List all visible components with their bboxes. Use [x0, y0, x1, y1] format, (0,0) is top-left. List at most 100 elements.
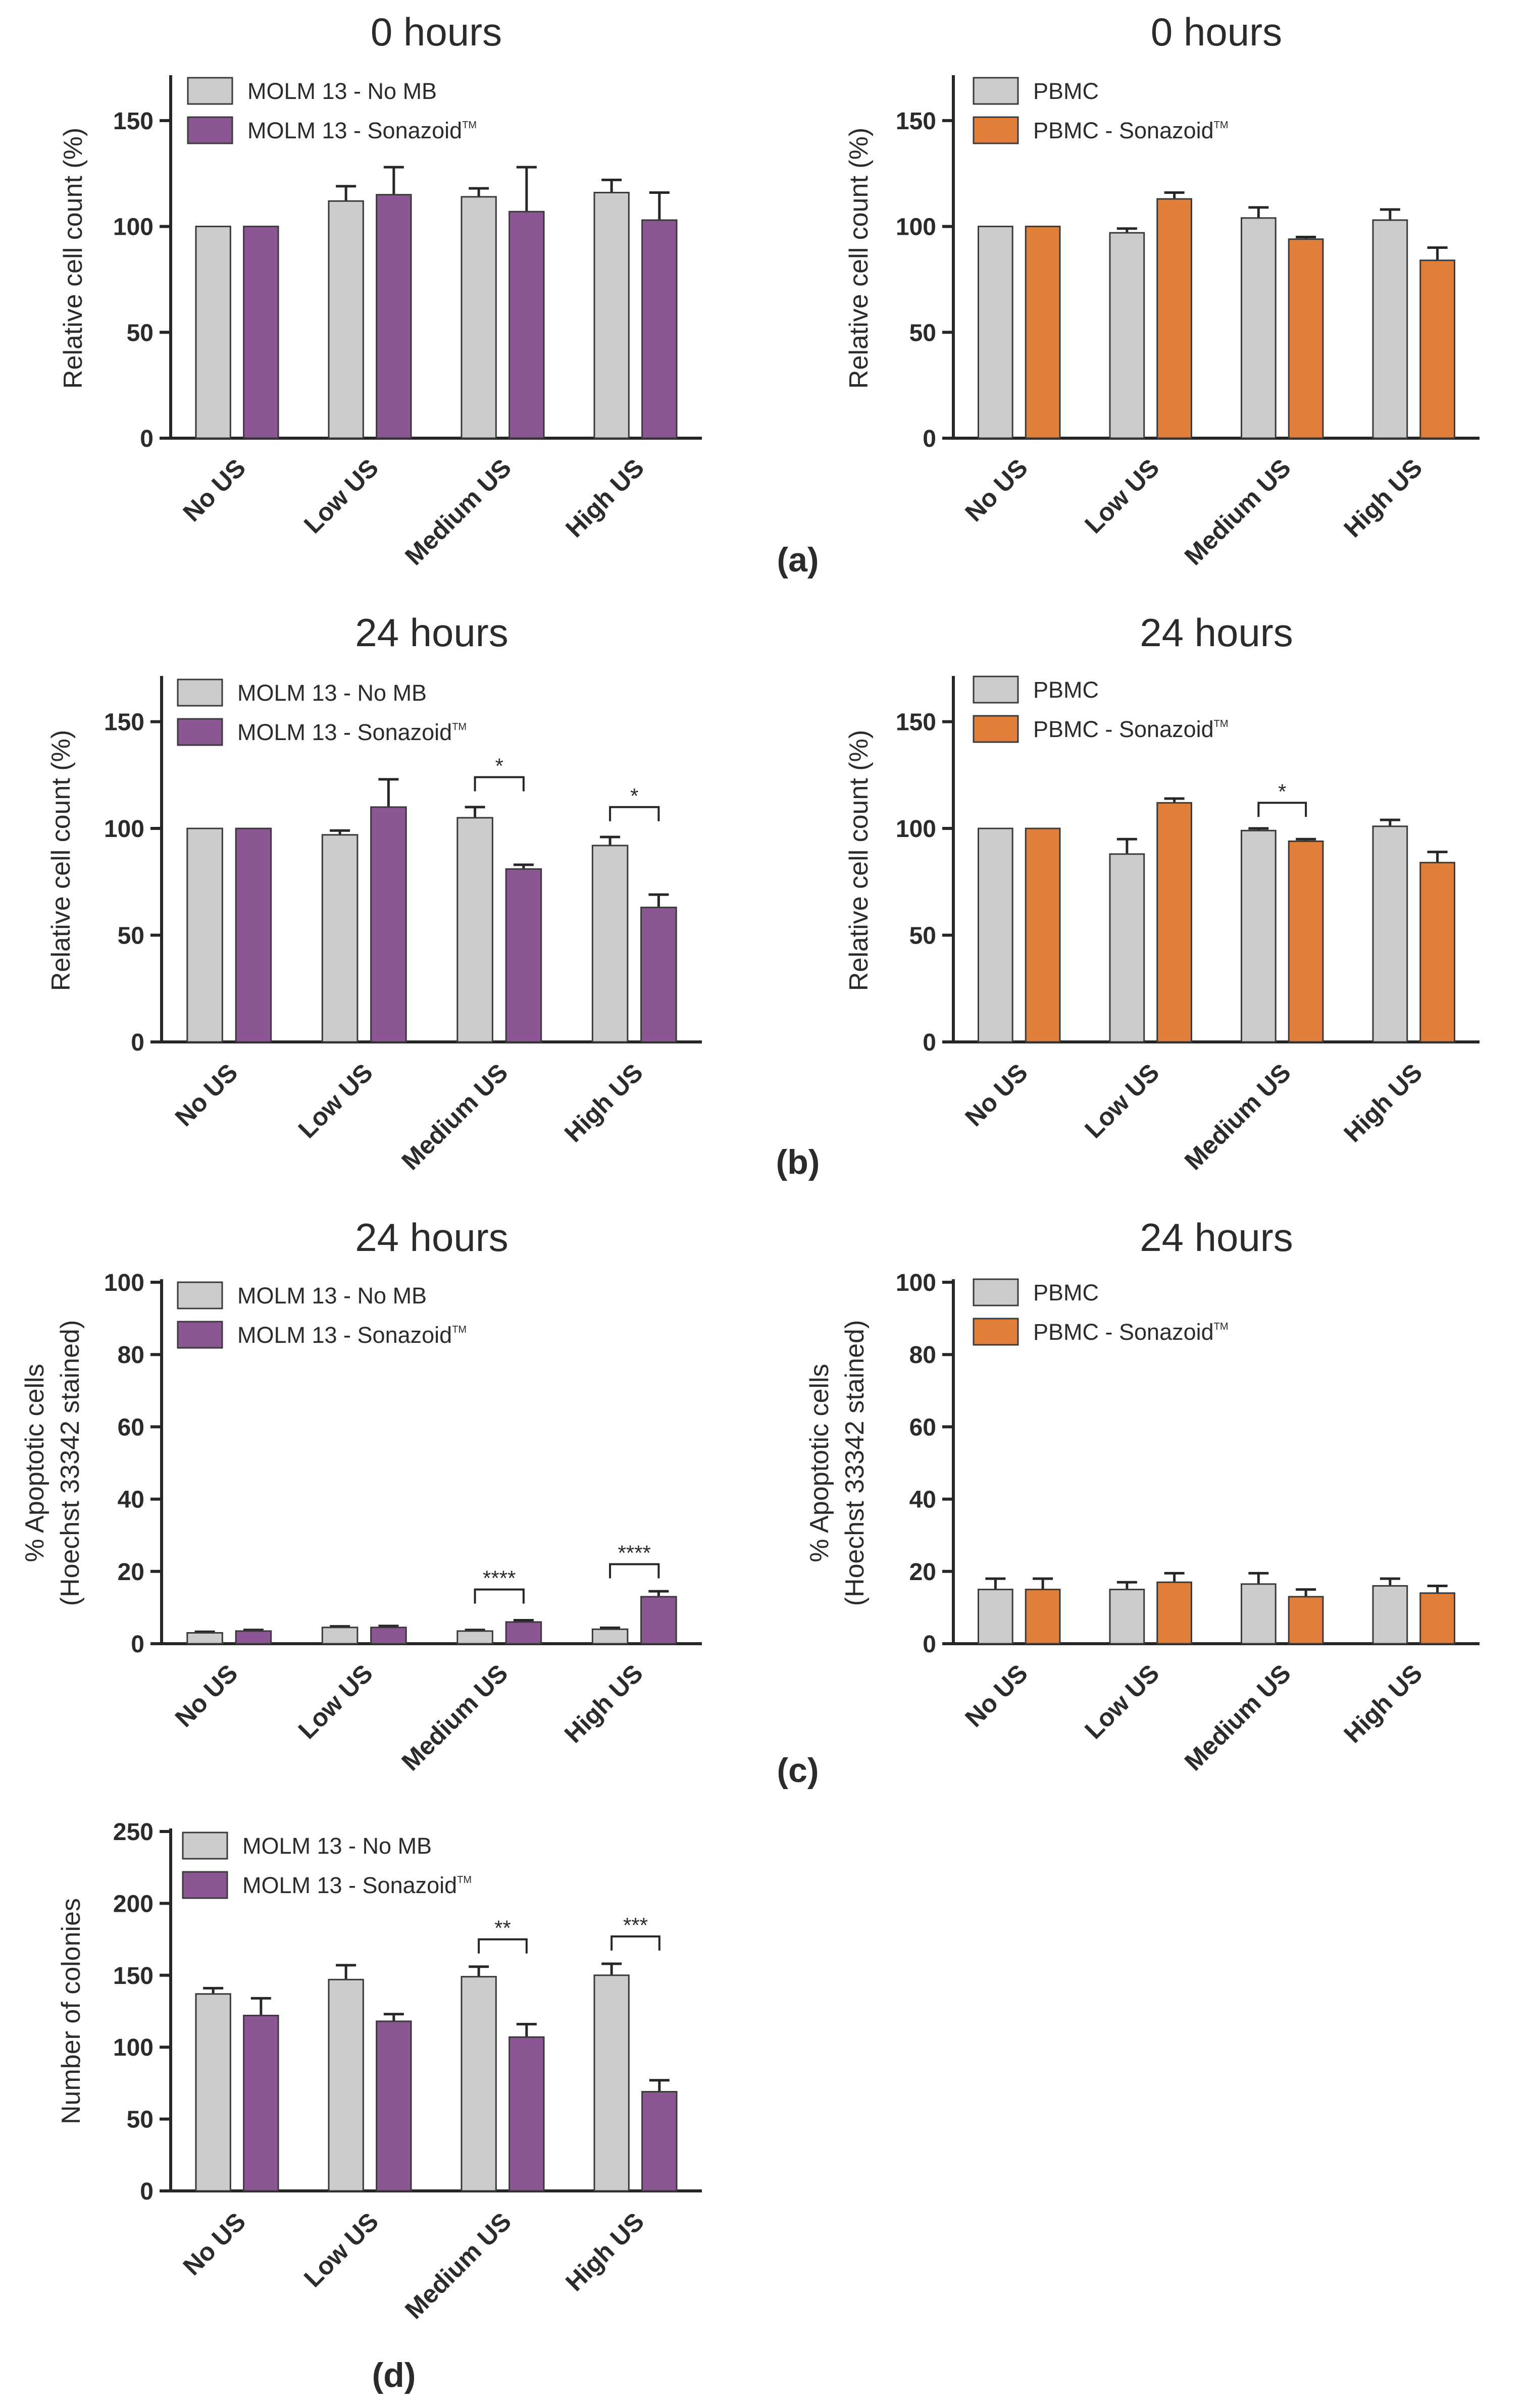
y-tick-label: 150	[896, 709, 936, 736]
x-tick-label: Low US	[293, 1058, 378, 1143]
significance-label: *	[630, 784, 638, 808]
bar-control	[328, 200, 364, 439]
bar-control	[977, 226, 1013, 439]
legend-swatch	[973, 1278, 1019, 1306]
legend-label: PBMC	[1033, 1280, 1099, 1305]
bar-sonazoid	[640, 907, 677, 1043]
legend-label-text: PBMC - Sonazoid	[1033, 118, 1214, 143]
x-tick-label: High US	[559, 1659, 648, 1748]
legend-trademark: TM	[452, 1324, 467, 1335]
legend-label: PBMC - SonazoidTM	[1033, 1319, 1229, 1345]
bar-sonazoid	[508, 2036, 545, 2192]
legend-label: MOLM 13 - SonazoidTM	[237, 1322, 467, 1348]
bar-sonazoid	[243, 2015, 279, 2192]
panel-label: (d)	[372, 2356, 416, 2394]
legend-label-text: MOLM 13 - No MB	[237, 680, 427, 706]
bar-control	[461, 196, 497, 439]
bar-control	[591, 845, 629, 1043]
legend-trademark: TM	[452, 721, 467, 732]
bar-control	[186, 1632, 223, 1645]
x-tick-label: Medium US	[399, 453, 517, 570]
x-tick-label: Low US	[298, 2207, 384, 2292]
bar-control	[1109, 232, 1145, 439]
significance-label: ***	[623, 1913, 648, 1937]
bar-control	[1372, 825, 1408, 1043]
legend-swatch	[973, 715, 1019, 743]
bar-control	[1109, 1589, 1145, 1645]
bar-control	[461, 1976, 497, 2192]
bar-control	[593, 191, 630, 439]
legend-label-text: PBMC	[1033, 78, 1099, 104]
significance-bracket	[1257, 802, 1307, 817]
bar-sonazoid	[1025, 827, 1061, 1043]
bar-sonazoid	[508, 211, 545, 439]
bar-sonazoid	[235, 1630, 272, 1645]
y-tick-label: 100	[896, 214, 936, 241]
bar-control	[1372, 1585, 1408, 1645]
legend-trademark: TM	[1214, 1321, 1229, 1332]
significance-bracket	[610, 1935, 660, 1951]
legend-trademark: TM	[1214, 718, 1229, 729]
legend-label: MOLM 13 - No MB	[242, 1833, 432, 1859]
bar-control	[195, 226, 231, 439]
legend-swatch	[973, 675, 1019, 704]
y-axis-label: Relative cell count (%)	[844, 730, 874, 991]
x-tick-label: Medium US	[399, 2207, 517, 2324]
y-tick-label: 0	[131, 1631, 144, 1658]
chart-panel-6: 24 hours 0 20 40 60 80 100 % Apoptotic cells (Ho…	[805, 1215, 1480, 1776]
bar-sonazoid	[235, 827, 272, 1043]
legend-swatch	[177, 1281, 223, 1310]
y-tick-label: 100	[104, 1270, 144, 1296]
legend-label-text: MOLM 13 - Sonazoid	[242, 1872, 457, 1898]
legend-swatch	[177, 678, 223, 707]
bar-sonazoid	[640, 1596, 677, 1645]
legend-label: MOLM 13 - No MB	[247, 78, 437, 104]
x-tick-label: No US	[170, 1659, 243, 1733]
bar-sonazoid	[243, 226, 279, 439]
significance-label: ****	[483, 1566, 516, 1590]
legend-swatch	[177, 1321, 223, 1349]
y-axis-label: Number of colonies	[57, 1898, 86, 2124]
bar-sonazoid	[1025, 1589, 1061, 1645]
x-tick-label: Low US	[1079, 1058, 1164, 1143]
bar-control	[195, 1993, 231, 2192]
x-tick-label: Medium US	[396, 1659, 513, 1776]
legend-label-text: MOLM 13 - No MB	[242, 1833, 432, 1859]
x-tick-label: Low US	[1079, 453, 1164, 539]
legend-label-text: PBMC - Sonazoid	[1033, 1319, 1214, 1345]
y-axis-label: Relative cell count (%)	[844, 128, 874, 389]
legend-label: PBMC - SonazoidTM	[1033, 716, 1229, 742]
panel-label: (a)	[777, 541, 819, 579]
bar-control	[456, 1630, 493, 1645]
y-tick-label: 0	[140, 2178, 154, 2205]
bar-sonazoid	[641, 2090, 678, 2192]
chart-panel-1: 0 hours 0 50 100 150 Relative cell count (%) N…	[59, 10, 702, 570]
bar-control	[593, 1974, 630, 2192]
x-tick-label: High US	[560, 2207, 649, 2296]
y-axis-label-line2: (Hoechst 33342 stained)	[56, 1320, 85, 1606]
y-tick-label: 20	[118, 1559, 144, 1586]
x-tick-label: No US	[959, 1659, 1033, 1733]
legend-label-text: PBMC - Sonazoid	[1033, 716, 1214, 742]
significance-bracket	[474, 776, 525, 792]
legend-label-text: MOLM 13 - Sonazoid	[247, 118, 462, 143]
x-tick-label: Medium US	[396, 1058, 513, 1175]
bar-sonazoid	[1025, 226, 1061, 439]
x-tick-label: No US	[959, 453, 1033, 527]
y-tick-label: 50	[909, 320, 936, 346]
legend-label-text: MOLM 13 - No MB	[237, 1283, 427, 1308]
legend-swatch	[182, 1871, 228, 1899]
legend-trademark: TM	[457, 1874, 472, 1886]
bar-control	[321, 834, 359, 1043]
y-tick-label: 200	[113, 1891, 154, 1917]
x-tick-label: Low US	[298, 453, 384, 539]
bar-control	[456, 817, 493, 1043]
significance-bracket	[478, 1938, 528, 1954]
x-tick-label: No US	[178, 453, 251, 527]
chart-title: 24 hours	[355, 1215, 508, 1260]
y-tick-label: 50	[118, 923, 144, 950]
panel-label: (b)	[776, 1143, 820, 1181]
x-tick-label: No US	[959, 1058, 1033, 1132]
bar-control	[186, 827, 223, 1043]
x-tick-label: No US	[178, 2207, 251, 2281]
